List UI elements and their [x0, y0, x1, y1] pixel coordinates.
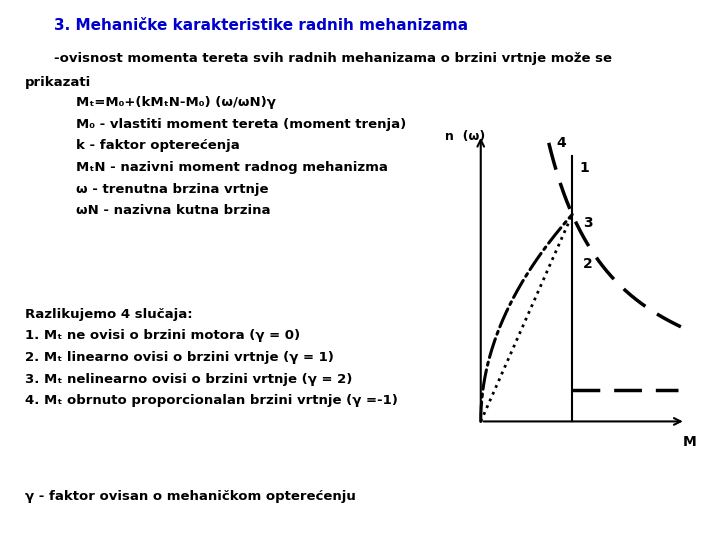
Text: M: M: [683, 435, 696, 449]
Text: 3: 3: [583, 215, 593, 230]
Text: 2. Mₜ linearno ovisi o brzini vrtnje (γ = 1): 2. Mₜ linearno ovisi o brzini vrtnje (γ …: [25, 351, 334, 364]
Text: 1: 1: [580, 161, 589, 176]
Text: 1. Mₜ ne ovisi o brzini motora (γ = 0): 1. Mₜ ne ovisi o brzini motora (γ = 0): [25, 329, 300, 342]
Text: Mₜ=M₀+(kMₜN-M₀) (ω/ωN)γ: Mₜ=M₀+(kMₜN-M₀) (ω/ωN)γ: [76, 96, 276, 109]
Text: 4. Mₜ obrnuto proporcionalan brzini vrtnje (γ =-1): 4. Mₜ obrnuto proporcionalan brzini vrtn…: [25, 394, 398, 407]
Text: k - faktor opterećenja: k - faktor opterećenja: [76, 139, 239, 152]
Text: Razlikujemo 4 slučaja:: Razlikujemo 4 slučaja:: [25, 308, 193, 321]
Text: 3. Mₜ nelinearno ovisi o brzini vrtnje (γ = 2): 3. Mₜ nelinearno ovisi o brzini vrtnje (…: [25, 373, 353, 386]
Text: n  (ω): n (ω): [445, 130, 485, 143]
Text: prikazati: prikazati: [25, 76, 91, 89]
Text: 2: 2: [583, 257, 593, 271]
Text: -ovisnost momenta tereta svih radnih mehanizama o brzini vrtnje može se: -ovisnost momenta tereta svih radnih meh…: [54, 52, 612, 65]
Text: ωN - nazivna kutna brzina: ωN - nazivna kutna brzina: [76, 204, 270, 217]
Text: 3. Mehaničke karakteristike radnih mehanizama: 3. Mehaničke karakteristike radnih mehan…: [54, 18, 468, 33]
Text: γ - faktor ovisan o mehaničkom opterećenju: γ - faktor ovisan o mehaničkom opterećen…: [25, 490, 356, 503]
Text: MₜN - nazivni moment radnog mehanizma: MₜN - nazivni moment radnog mehanizma: [76, 161, 387, 174]
Text: ω - trenutna brzina vrtnje: ω - trenutna brzina vrtnje: [76, 183, 268, 195]
Text: M₀ - vlastiti moment tereta (moment trenja): M₀ - vlastiti moment tereta (moment tren…: [76, 118, 406, 131]
Text: 4: 4: [556, 136, 566, 150]
